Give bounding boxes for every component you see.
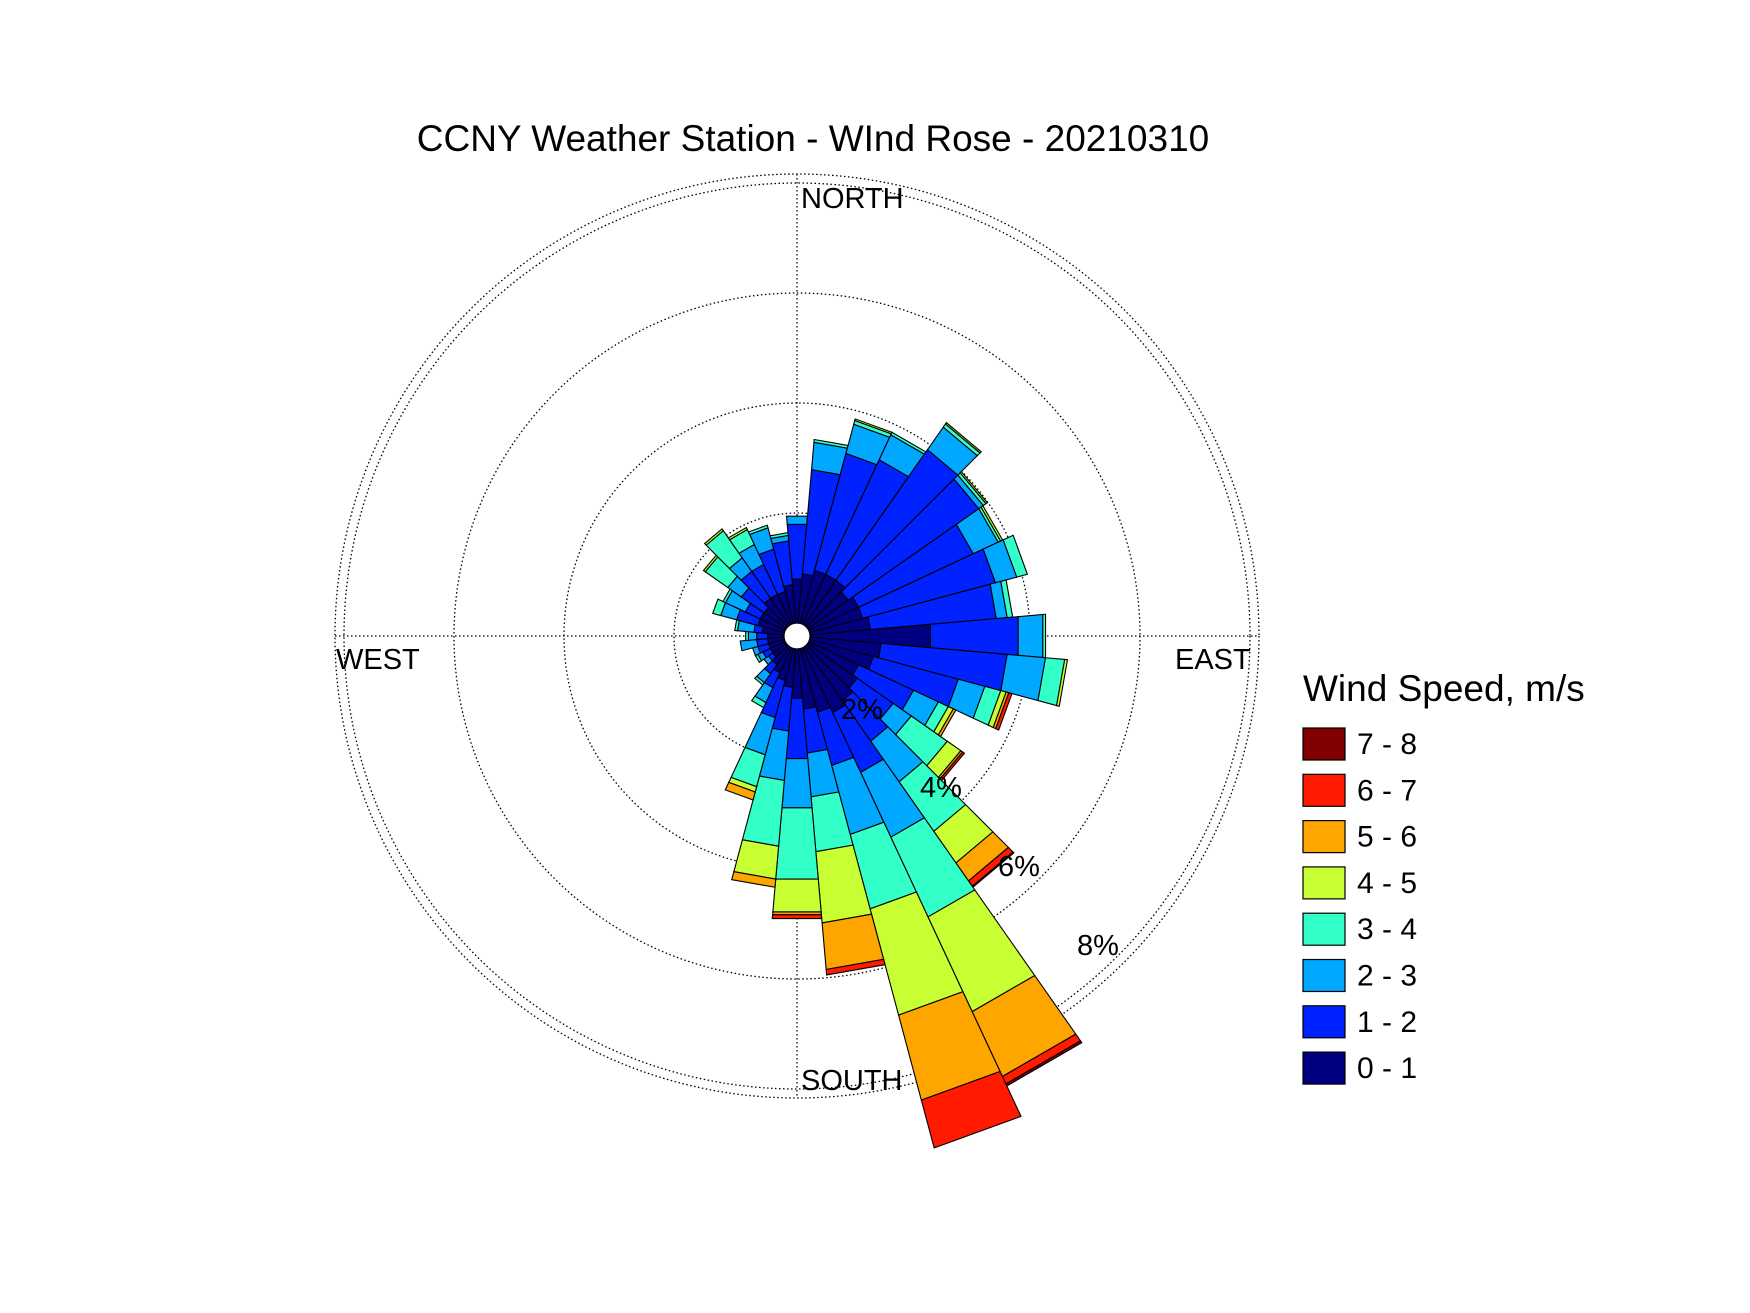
ring-label: 6%	[998, 851, 1040, 883]
bar-segment	[959, 470, 989, 505]
north-label: NORTH	[801, 183, 904, 215]
sector-290	[711, 598, 786, 634]
bar-segment	[739, 638, 759, 652]
legend-item: 0 - 1	[1302, 1051, 1417, 1085]
grid-ring	[343, 182, 1251, 1090]
west-label: WEST	[336, 644, 420, 676]
wind-rose-bars	[702, 418, 1083, 1149]
bar-segment	[825, 958, 886, 976]
bar-segment	[711, 598, 727, 617]
bar-segment	[1055, 658, 1069, 707]
legend-label: 6 - 7	[1357, 774, 1417, 807]
south-label: SOUTH	[801, 1065, 903, 1097]
legend-swatch	[1302, 727, 1346, 761]
legend-swatch	[1302, 912, 1346, 946]
bar-segment	[727, 526, 749, 541]
legend-swatch	[1302, 1005, 1346, 1039]
legend-swatch	[1302, 773, 1346, 807]
center-hole	[783, 622, 811, 650]
sector-350	[769, 531, 797, 625]
legend-label: 7 - 8	[1357, 728, 1417, 761]
ring-label: 4%	[920, 772, 962, 804]
legend-label: 5 - 6	[1357, 821, 1417, 854]
center-circle	[783, 622, 811, 650]
ring-labels: 2% 4% 6% 8%	[841, 694, 1119, 962]
bar-segment	[703, 528, 725, 546]
sector-40	[803, 421, 983, 628]
bar-segment	[775, 807, 819, 880]
bar-segment	[920, 1070, 1022, 1149]
sector-160	[799, 647, 1022, 1149]
chart-title: CCNY Weather Station - WInd Rose - 20210…	[417, 118, 1209, 159]
sector-100	[808, 636, 1069, 707]
sector-260	[739, 636, 786, 652]
bar-segment	[750, 695, 767, 709]
ring-label: 8%	[1077, 930, 1119, 962]
sector-150	[801, 645, 1083, 1087]
bar-segment	[1002, 534, 1029, 578]
legend-title: Wind Speed, m/s	[1303, 668, 1585, 709]
legend: Wind Speed, m/s 7 - 8 6 - 7 5 - 6 4 - 5 3 - …	[1302, 668, 1585, 1085]
bar-segment	[724, 781, 756, 801]
sector-180	[771, 648, 823, 920]
sector-190	[731, 647, 797, 888]
legend-label: 0 - 1	[1357, 1052, 1417, 1085]
bar-segment	[772, 878, 822, 913]
bar-segment	[995, 692, 1013, 731]
legend-swatch	[1302, 819, 1346, 854]
bar-segment	[1042, 613, 1047, 659]
sector-110	[808, 638, 1013, 731]
east-label: EAST	[1175, 644, 1251, 676]
bar-segment	[731, 871, 777, 888]
sector-170	[797, 647, 886, 976]
bar-segment	[753, 675, 766, 686]
bar-segment	[769, 531, 789, 540]
bar-segment	[747, 524, 769, 536]
legend-swatch	[1302, 958, 1346, 993]
legend-label: 3 - 4	[1357, 913, 1417, 946]
sector-50	[805, 470, 989, 630]
legend-item: 3 - 4	[1302, 912, 1417, 946]
legend-item: 4 - 5	[1302, 866, 1417, 900]
legend-label: 2 - 3	[1357, 960, 1417, 993]
sector-10	[797, 438, 849, 625]
legend-items: 7 - 8 6 - 7 5 - 6 4 - 5 3 - 4 2 - 3 1 - 2 0 - 1	[1302, 727, 1417, 1085]
bar-segment	[944, 421, 983, 454]
legend-item: 2 - 3	[1302, 958, 1417, 993]
legend-item: 1 - 2	[1302, 1005, 1417, 1039]
legend-label: 4 - 5	[1357, 867, 1417, 900]
legend-item: 7 - 8	[1302, 727, 1417, 761]
bar-segment	[1017, 613, 1044, 659]
bar-segment	[781, 757, 813, 809]
legend-swatch	[1302, 866, 1346, 900]
legend-item: 6 - 7	[1302, 773, 1417, 807]
ring-label: 2%	[841, 694, 883, 726]
legend-item: 5 - 6	[1302, 819, 1417, 854]
bar-segment	[745, 630, 749, 642]
sector-300	[722, 588, 788, 632]
bar-segment	[747, 631, 758, 641]
bar-segment	[785, 515, 809, 525]
sector-140	[803, 644, 1015, 889]
legend-swatch	[1302, 1051, 1346, 1085]
bar-segment	[771, 914, 823, 920]
sector-120	[806, 640, 957, 738]
legend-label: 1 - 2	[1357, 1006, 1417, 1039]
